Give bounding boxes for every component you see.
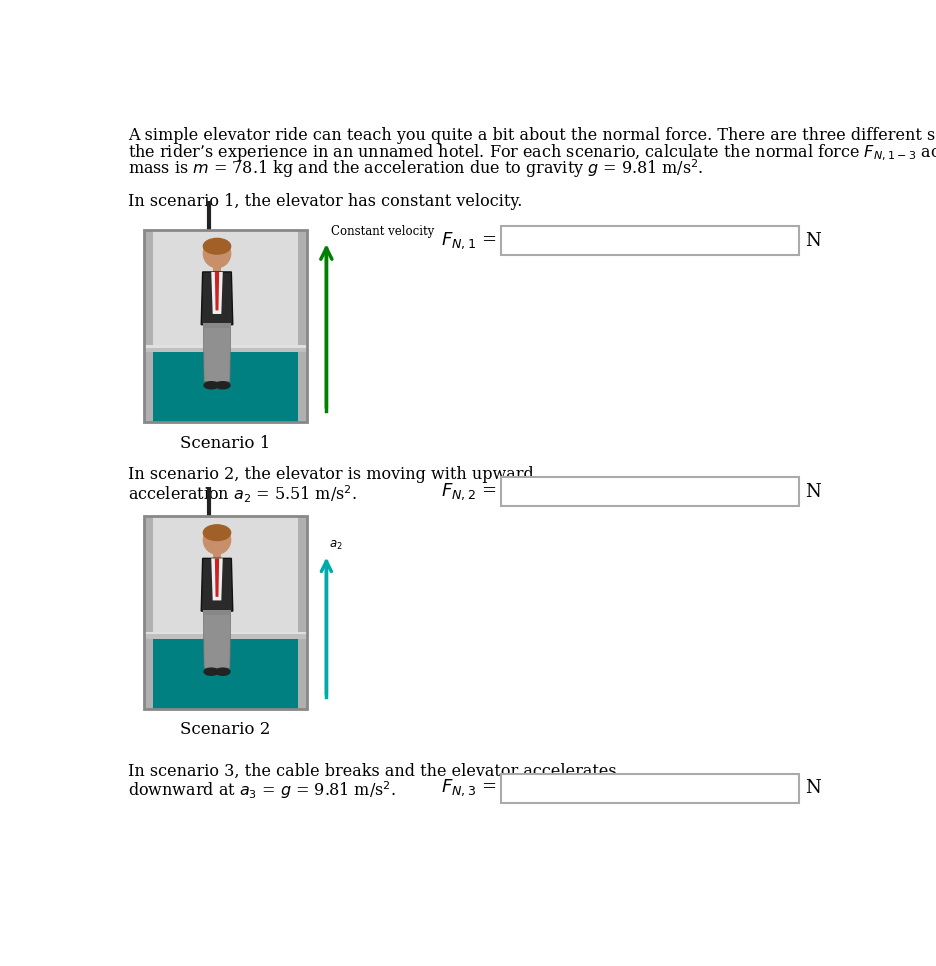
Text: downward at $a_3$ = $g$ = 9.81 m/s$^2$.: downward at $a_3$ = $g$ = 9.81 m/s$^2$. [128, 780, 396, 802]
Bar [144, 230, 153, 422]
Text: $F_{N,2}$ =: $F_{N,2}$ = [441, 481, 496, 502]
Bar [299, 230, 307, 422]
Text: Scenario 1: Scenario 1 [181, 435, 271, 452]
Bar [144, 516, 307, 709]
Bar [500, 226, 798, 255]
Bar [144, 632, 307, 634]
Bar [299, 516, 307, 709]
Ellipse shape [203, 526, 230, 554]
Bar [212, 552, 221, 559]
Polygon shape [211, 558, 223, 601]
Text: Constant velocity: Constant velocity [330, 225, 433, 239]
Text: N: N [804, 483, 820, 500]
Text: $a_2$: $a_2$ [329, 539, 343, 552]
Bar [212, 265, 221, 273]
Bar [202, 324, 231, 328]
Ellipse shape [203, 240, 230, 268]
Text: In scenario 2, the elevator is moving with upward: In scenario 2, the elevator is moving wi… [128, 467, 534, 483]
Polygon shape [201, 558, 232, 611]
Bar [144, 632, 307, 639]
Bar [500, 477, 798, 506]
Polygon shape [214, 271, 219, 310]
Polygon shape [214, 558, 219, 597]
Ellipse shape [203, 239, 230, 254]
Bar [144, 230, 307, 422]
Text: N: N [804, 232, 820, 249]
Text: In scenario 3, the cable breaks and the elevator accelerates: In scenario 3, the cable breaks and the … [128, 763, 616, 780]
Bar [148, 350, 303, 422]
Bar [144, 346, 307, 348]
Polygon shape [203, 612, 230, 668]
Text: mass is $m$ = 78.1 kg and the acceleration due to gravity $g$ = 9.81 m/s$^2$.: mass is $m$ = 78.1 kg and the accelerati… [128, 157, 703, 181]
Text: $F_{N,1}$ =: $F_{N,1}$ = [441, 230, 496, 251]
Bar [148, 636, 303, 709]
Text: $F_{N,3}$ =: $F_{N,3}$ = [441, 778, 496, 799]
Polygon shape [201, 271, 232, 325]
Text: Scenario 2: Scenario 2 [181, 722, 271, 738]
Bar [202, 610, 231, 614]
Bar [500, 774, 798, 803]
Bar [144, 516, 307, 709]
Bar [144, 516, 153, 709]
Ellipse shape [215, 668, 229, 675]
Text: N: N [804, 780, 820, 797]
Ellipse shape [203, 525, 230, 541]
Polygon shape [211, 271, 223, 314]
Text: In scenario 1, the elevator has constant velocity.: In scenario 1, the elevator has constant… [128, 193, 521, 210]
Bar [144, 230, 307, 422]
Text: acceleration $a_2$ = 5.51 m/s$^2$.: acceleration $a_2$ = 5.51 m/s$^2$. [128, 483, 357, 504]
Bar [144, 346, 307, 353]
Polygon shape [203, 327, 230, 382]
Ellipse shape [204, 668, 218, 675]
Ellipse shape [215, 382, 229, 389]
Text: A simple elevator ride can teach you quite a bit about the normal force. There a: A simple elevator ride can teach you qui… [128, 127, 936, 144]
Text: the rider’s experience in an unnamed hotel. For each scenario, calculate the nor: the rider’s experience in an unnamed hot… [128, 142, 936, 163]
Ellipse shape [204, 382, 218, 389]
